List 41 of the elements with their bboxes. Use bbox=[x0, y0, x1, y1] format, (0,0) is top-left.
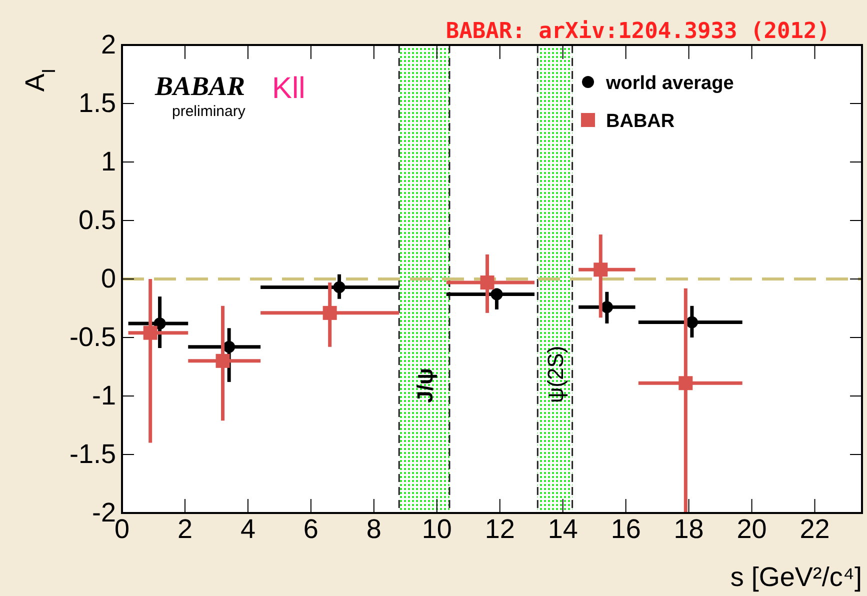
band-label: J/ψ bbox=[412, 368, 438, 403]
point bbox=[480, 276, 494, 290]
y-tick-label: 1 bbox=[100, 146, 116, 177]
annotation: BABAR bbox=[154, 71, 246, 101]
legend-label: world average bbox=[605, 73, 734, 94]
y-tick-label: -2 bbox=[92, 498, 116, 528]
point bbox=[154, 317, 166, 330]
point bbox=[143, 326, 158, 340]
point bbox=[600, 301, 613, 314]
point bbox=[594, 262, 608, 277]
point bbox=[223, 340, 236, 353]
point bbox=[333, 281, 346, 294]
point bbox=[216, 354, 230, 368]
x-axis-title: s [GeV²/c⁴] bbox=[730, 562, 862, 592]
x-tick-label: 14 bbox=[548, 514, 578, 544]
text: BABAR: arXiv:1204.3933 (2012) bbox=[446, 19, 830, 44]
x-tick-label: 2 bbox=[177, 514, 192, 544]
legend-label: BABAR bbox=[606, 111, 675, 132]
x-tick-label: 10 bbox=[422, 514, 452, 544]
x-tick-label: 4 bbox=[240, 514, 256, 544]
x-tick-label: 18 bbox=[674, 514, 704, 544]
annotation: preliminary bbox=[172, 103, 246, 120]
band-label: ψ(2S) bbox=[542, 346, 568, 403]
x-tick-label: 16 bbox=[610, 514, 641, 544]
y-tick-label: 2 bbox=[100, 30, 116, 60]
y-tick-label: 0.5 bbox=[78, 205, 116, 236]
x-tick-label: 22 bbox=[800, 514, 830, 544]
y-tick-label: -0.5 bbox=[69, 322, 116, 352]
x-tick-label: 6 bbox=[303, 514, 318, 544]
y-tick-label: 1.5 bbox=[78, 88, 116, 118]
point bbox=[678, 376, 693, 390]
annotation: Kll bbox=[272, 72, 306, 105]
point bbox=[686, 316, 698, 328]
point bbox=[322, 306, 337, 320]
x-tick-label: 12 bbox=[484, 514, 515, 544]
x-tick-label: 8 bbox=[366, 514, 382, 544]
y-tick-label: -1.5 bbox=[69, 439, 116, 470]
x-tick-label: 20 bbox=[736, 514, 767, 544]
y-tick-label: -1 bbox=[92, 380, 116, 411]
y-tick-label: 0 bbox=[100, 264, 116, 294]
point bbox=[490, 288, 503, 300]
